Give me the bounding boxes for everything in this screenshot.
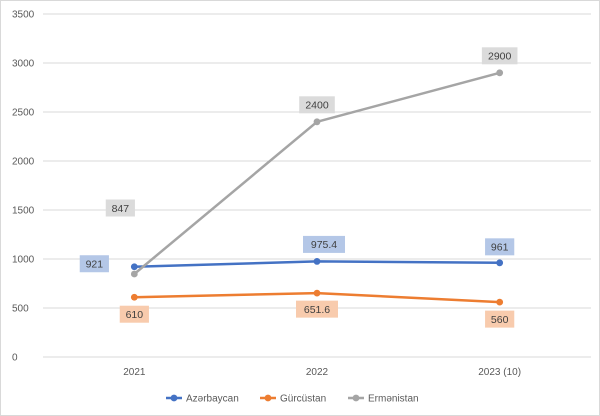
legend-marker-2: [264, 394, 272, 402]
legend-marker-1: [170, 394, 178, 402]
x-tick-label: 2023 (10): [478, 367, 521, 378]
data-label-box: [299, 96, 335, 114]
data-label-box: [303, 235, 345, 253]
series-lines: [130, 69, 504, 306]
data-label: 921: [86, 259, 104, 271]
data-label: 961: [491, 242, 509, 254]
data-point: [496, 69, 504, 77]
y-tick-label: 2000: [12, 157, 35, 168]
data-point: [496, 298, 504, 306]
data-point: [313, 289, 321, 297]
data-label-box: [296, 300, 338, 318]
data-label: 651.6: [304, 304, 330, 316]
data-labels: 921 975.4 961 610 651.6 560 847 2400 2900: [79, 47, 518, 328]
data-label: 847: [112, 203, 130, 215]
data-label: 610: [126, 309, 144, 321]
y-tick-label: 2500: [12, 108, 35, 119]
y-tick-label: 500: [12, 304, 29, 315]
y-tick-label: 1000: [12, 255, 35, 266]
data-point: [130, 270, 138, 278]
data-point: [313, 258, 321, 265]
data-label: 975.4: [311, 239, 337, 251]
data-label-box: [485, 238, 515, 256]
data-label-box: [105, 199, 135, 217]
y-tick-label: 3000: [12, 59, 35, 70]
data-label: 560: [491, 314, 509, 326]
x-axis-ticks: 2021 2022 2023 (10): [123, 367, 521, 378]
data-point: [496, 259, 504, 267]
data-label-box: [119, 305, 149, 323]
legend-label-3: Ermənistan: [368, 394, 419, 405]
data-label-box: [79, 255, 109, 273]
legend: Azərbaycan Gürcüstan Ermənistan: [166, 394, 419, 405]
data-point: [130, 263, 138, 271]
legend-marker-3: [352, 394, 360, 402]
data-point: [130, 293, 138, 301]
y-tick-label: 1500: [12, 206, 35, 217]
data-label: 2900: [488, 51, 512, 63]
data-point: [313, 118, 321, 126]
data-label-box: [481, 47, 518, 65]
x-tick-label: 2021: [123, 367, 146, 378]
legend-label-1: Azərbaycan: [186, 394, 239, 405]
y-tick-label: 3500: [12, 10, 35, 21]
data-label-box: [485, 310, 515, 328]
data-label: 2400: [305, 100, 329, 112]
legend-label-2: Gürcüstan: [280, 394, 326, 405]
y-axis-ticks: 0 500 1000 1500 2000 2500 3000 3500: [12, 10, 35, 364]
y-tick-label: 0: [12, 353, 18, 364]
x-tick-label: 2022: [306, 367, 329, 378]
